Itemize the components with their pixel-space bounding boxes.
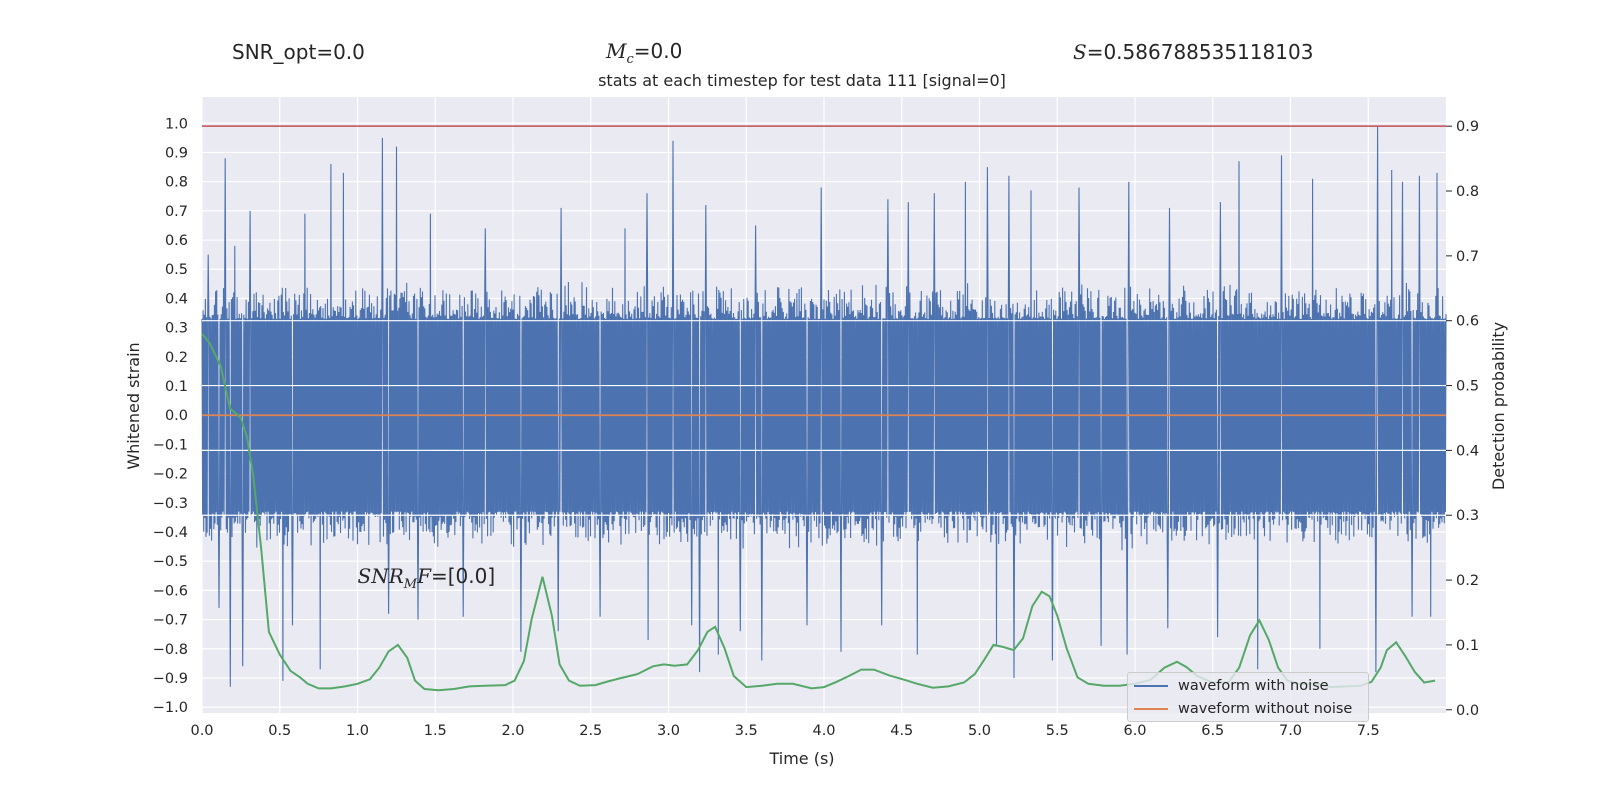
legend-item-without-noise: waveform without noise: [1128, 698, 1352, 720]
left-y-tick-label: −0.9: [153, 671, 188, 687]
right-y-tick-label: 0.7: [1456, 249, 1479, 265]
left-y-tick-label: −0.1: [153, 437, 188, 453]
snr-mf-value: =[0.0]: [431, 564, 495, 588]
series-waveform-with-noise: [201, 126, 1447, 687]
series-detection-probability: [201, 333, 1436, 692]
right-y-tick-label: 0.0: [1456, 703, 1479, 719]
x-tick-label: 5.5: [1046, 723, 1069, 739]
left-y-tick-label: −0.2: [153, 467, 188, 483]
legend-item-with-noise: waveform with noise: [1128, 675, 1329, 697]
x-tick-label: 3.5: [735, 723, 758, 739]
left-y-tick-label: 0.5: [165, 262, 188, 278]
s-statistic-label: S=0.586788535118103: [1073, 40, 1313, 64]
right-y-tick-label: 0.4: [1456, 443, 1479, 459]
x-tick-label: 4.5: [890, 723, 913, 739]
left-y-tick-label: 0.2: [165, 350, 188, 366]
right-y-tick-label: 0.8: [1456, 184, 1479, 200]
snr-opt-label: SNR_opt=0.0: [232, 40, 365, 64]
chart-title: stats at each timestep for test data 111…: [598, 71, 1006, 90]
legend-swatch-orange: [1134, 708, 1168, 710]
s-statistic-value: =0.586788535118103: [1086, 40, 1314, 64]
left-y-tick-label: 1.0: [165, 116, 188, 132]
chirp-mass-subscript: c: [626, 52, 634, 67]
x-tick-label: 0.0: [190, 723, 213, 739]
legend-label: waveform with noise: [1178, 678, 1329, 694]
right-y-tick-label: 0.9: [1456, 119, 1479, 135]
left-y-tick-label: 0.8: [165, 175, 188, 191]
x-tick-label: 5.0: [968, 723, 991, 739]
left-y-tick-label: 0.3: [165, 321, 188, 337]
chirp-mass-value: =0.0: [633, 39, 683, 63]
x-axis-ticks: 0.0 0.5 1.0 1.5 2.0 2.5 3.0 3.5 4.0 4.5 5.0 5.5 6.0 6…: [190, 723, 1379, 739]
right-y-tick-label: 0.3: [1456, 508, 1479, 524]
left-y-tick-label: −0.4: [153, 525, 188, 541]
x-tick-label: 4.0: [812, 723, 835, 739]
s-statistic-symbol: S: [1073, 40, 1087, 64]
snr-mf-symbol: SNR: [358, 564, 404, 588]
x-tick-label: 3.0: [657, 723, 680, 739]
legend: waveform with noise waveform without noi…: [1127, 672, 1369, 722]
right-y-tick-label: 0.6: [1456, 314, 1479, 330]
x-tick-label: 1.5: [424, 723, 447, 739]
right-y-tick-label: 0.5: [1456, 379, 1479, 395]
legend-swatch-blue: [1134, 685, 1168, 687]
right-y-tick-label: 0.2: [1456, 573, 1479, 589]
left-y-tick-label: −0.6: [153, 583, 188, 599]
left-y-tick-label: 0.9: [165, 145, 188, 161]
x-tick-label: 1.0: [346, 723, 369, 739]
x-tick-label: 7.5: [1357, 723, 1380, 739]
x-tick-label: 7.0: [1279, 723, 1302, 739]
right-y-axis-ticks: 0.0 0.1 0.2 0.3 0.4 0.5 0.6 0.7 0.8 0.9: [1446, 119, 1479, 719]
left-y-tick-label: −1.0: [153, 700, 188, 716]
left-y-tick-label: −0.3: [153, 496, 188, 512]
x-axis-label: Time (s): [768, 749, 834, 768]
left-y-tick-label: 0.7: [165, 204, 188, 220]
chirp-mass-label: Mc=0.0: [606, 39, 682, 67]
x-tick-label: 2.5: [579, 723, 602, 739]
x-tick-label: 2.0: [501, 723, 524, 739]
snr-mf-subscript: M: [403, 577, 418, 592]
legend-label: waveform without noise: [1178, 701, 1353, 717]
left-y-tick-label: −0.8: [153, 642, 188, 658]
snr-mf-suffix: F: [416, 564, 432, 588]
left-y-axis-label: Whitened strain: [124, 342, 143, 469]
left-y-tick-label: 0.1: [165, 379, 188, 395]
x-tick-label: 6.5: [1201, 723, 1224, 739]
left-y-tick-label: 0.0: [165, 408, 188, 424]
x-tick-label: 6.0: [1123, 723, 1146, 739]
right-y-axis-label: Detection probability: [1489, 322, 1508, 490]
right-axis-gridlines: [202, 320, 1446, 516]
right-y-tick-label: 0.1: [1456, 638, 1479, 654]
left-y-tick-label: −0.5: [153, 554, 188, 570]
left-y-tick-label: −0.7: [153, 613, 188, 629]
snr-mf-annotation: SNRMF=[0.0]: [358, 564, 496, 592]
chirp-mass-symbol: M: [606, 39, 627, 63]
x-tick-label: 0.5: [268, 723, 291, 739]
left-y-axis-ticks: −1.0 −0.9 −0.8 −0.7 −0.6 −0.5 −0.4 −0.3 −0.2 −0.1…: [153, 116, 188, 716]
left-y-tick-label: 0.6: [165, 233, 188, 249]
left-y-tick-label: 0.4: [165, 291, 188, 307]
